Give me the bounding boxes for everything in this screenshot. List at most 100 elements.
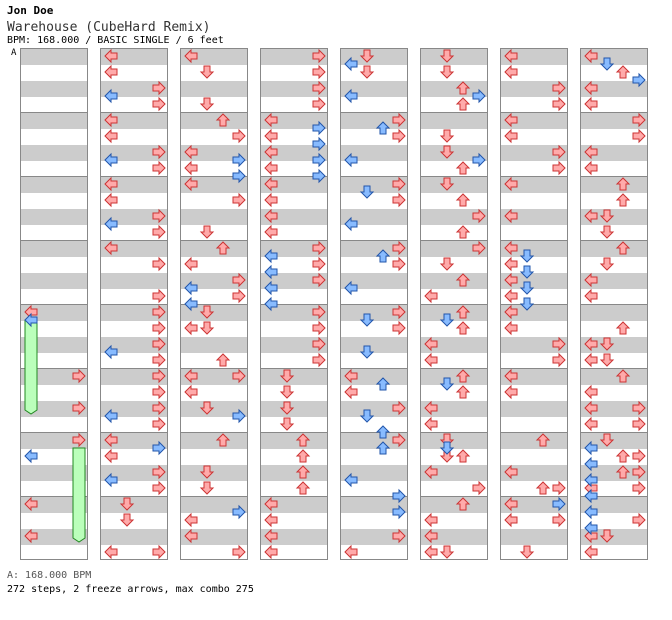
left-arrow-icon <box>504 288 518 304</box>
left-arrow-icon <box>424 464 438 480</box>
left-arrow-icon <box>344 384 358 400</box>
measure-line <box>101 240 167 241</box>
left-arrow-icon <box>344 472 358 488</box>
left-arrow-icon <box>344 544 358 559</box>
left-arrow-icon <box>104 432 118 448</box>
down-arrow-icon <box>279 401 295 415</box>
beat-stripe <box>261 465 327 481</box>
down-arrow-icon <box>439 545 455 559</box>
beat-stripe <box>261 81 327 97</box>
left-arrow-icon <box>184 144 198 160</box>
right-arrow-icon <box>552 96 566 112</box>
beat-stripe <box>101 273 167 289</box>
beat-stripe <box>21 241 87 257</box>
left-arrow-icon <box>104 192 118 208</box>
measure-line <box>581 304 647 305</box>
measure-line <box>101 112 167 113</box>
measure-line <box>181 112 247 113</box>
up-arrow-icon <box>375 377 391 391</box>
left-arrow-icon <box>504 304 518 320</box>
beat-stripe <box>181 433 247 449</box>
right-arrow-icon <box>232 368 246 384</box>
measure-line <box>421 496 487 497</box>
down-arrow-icon <box>599 225 615 239</box>
down-arrow-icon <box>519 545 535 559</box>
right-arrow-icon <box>632 400 646 416</box>
arrow-layer <box>264 49 326 559</box>
left-arrow-icon <box>184 512 198 528</box>
right-arrow-icon <box>152 208 166 224</box>
down-arrow-icon <box>599 433 615 447</box>
left-arrow-icon <box>584 544 598 559</box>
measure-line <box>501 496 567 497</box>
right-arrow-icon <box>312 336 326 352</box>
measure-line <box>101 496 167 497</box>
beat-stripe <box>421 177 487 193</box>
measure-line <box>181 240 247 241</box>
measure-line <box>261 496 327 497</box>
beat-stripe <box>341 241 407 257</box>
arrow-layer <box>504 49 566 559</box>
right-arrow-icon <box>552 352 566 368</box>
left-arrow-icon <box>504 49 518 64</box>
beat-stripe <box>181 497 247 513</box>
left-arrow-icon <box>264 144 278 160</box>
beat-stripe <box>421 497 487 513</box>
right-arrow-icon <box>632 480 646 496</box>
up-arrow-icon <box>215 241 231 255</box>
left-arrow-icon <box>584 49 598 64</box>
left-arrow-icon <box>584 384 598 400</box>
up-arrow-icon <box>375 441 391 455</box>
down-arrow-icon <box>279 417 295 431</box>
beat-stripe <box>421 113 487 129</box>
left-arrow-icon <box>584 472 598 488</box>
left-arrow-icon <box>584 440 598 456</box>
right-arrow-icon <box>152 256 166 272</box>
down-arrow-icon <box>439 377 455 391</box>
beat-stripe <box>421 145 487 161</box>
measure-line <box>261 432 327 433</box>
right-arrow-icon <box>152 160 166 176</box>
left-arrow-icon <box>584 400 598 416</box>
measure-line <box>101 304 167 305</box>
right-arrow-icon <box>392 528 406 544</box>
beat-stripe <box>21 273 87 289</box>
down-arrow-icon <box>439 145 455 159</box>
down-arrow-icon <box>359 409 375 423</box>
left-arrow-icon <box>344 88 358 104</box>
right-arrow-icon <box>392 176 406 192</box>
chart-column <box>100 48 168 560</box>
left-arrow-icon <box>264 160 278 176</box>
left-arrow-icon <box>184 384 198 400</box>
left-arrow-icon <box>504 176 518 192</box>
beat-stripe <box>501 337 567 353</box>
left-arrow-icon <box>504 272 518 288</box>
arrow-layer <box>584 49 646 559</box>
down-arrow-icon <box>599 353 615 367</box>
down-arrow-icon <box>519 281 535 295</box>
up-arrow-icon <box>615 465 631 479</box>
beat-stripe <box>181 465 247 481</box>
measure-line <box>501 176 567 177</box>
right-arrow-icon <box>232 128 246 144</box>
right-arrow-icon <box>72 432 86 448</box>
left-arrow-icon <box>184 368 198 384</box>
right-arrow-icon <box>552 512 566 528</box>
down-arrow-icon <box>599 257 615 271</box>
left-arrow-icon <box>584 520 598 536</box>
beat-stripe <box>341 305 407 321</box>
beat-stripe <box>341 529 407 545</box>
left-arrow-icon <box>424 544 438 559</box>
left-arrow-icon <box>104 152 118 168</box>
left-arrow-icon <box>264 208 278 224</box>
right-arrow-icon <box>472 240 486 256</box>
right-arrow-icon <box>632 464 646 480</box>
up-arrow-icon <box>615 177 631 191</box>
down-arrow-icon <box>599 337 615 351</box>
right-arrow-icon <box>152 304 166 320</box>
up-arrow-icon <box>215 353 231 367</box>
up-arrow-icon <box>615 193 631 207</box>
measure-line <box>261 368 327 369</box>
right-arrow-icon <box>312 304 326 320</box>
beat-stripe <box>21 433 87 449</box>
